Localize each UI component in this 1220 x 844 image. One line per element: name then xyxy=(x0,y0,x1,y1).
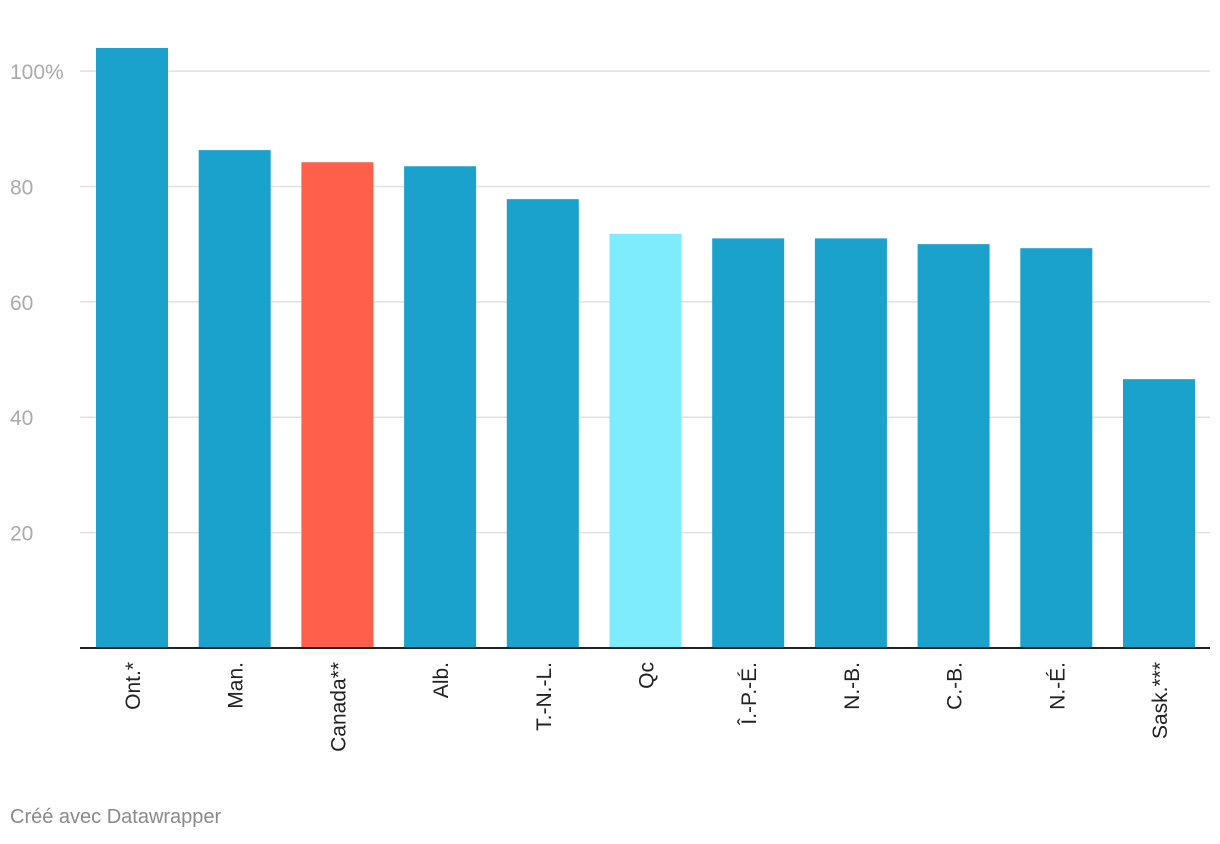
credit-text: Créé avec Datawrapper xyxy=(10,806,222,828)
bar-6 xyxy=(712,238,785,648)
x-category-label: C.-B. xyxy=(944,662,967,710)
bar-10 xyxy=(1123,379,1195,648)
x-category-label: Î.-P.-É. xyxy=(738,662,761,726)
bar-8 xyxy=(917,244,990,648)
bar-chart: 20 40 60 80 100% Ont.* Man. Canada** Alb. T.-N.-… xyxy=(10,48,1210,752)
bar-2 xyxy=(301,162,374,648)
y-tick-label: 100% xyxy=(10,61,64,84)
bar-5 xyxy=(609,233,682,648)
bar-1 xyxy=(198,150,271,648)
y-axis-tick-labels: 20 40 60 80 100% xyxy=(10,61,64,546)
x-category-label: Qc xyxy=(636,662,659,689)
bar-7 xyxy=(814,238,887,648)
bar-3 xyxy=(404,166,477,648)
y-tick-label: 60 xyxy=(10,292,33,315)
x-axis-category-labels: Ont.* Man. Canada** Alb. T.-N.-L. Qc Î.-P.-É. N… xyxy=(122,662,1172,752)
x-category-label: T.-N.-L. xyxy=(533,662,556,731)
x-category-label: Canada** xyxy=(327,662,350,752)
bar-4 xyxy=(506,199,579,648)
bars xyxy=(96,48,1195,648)
y-tick-label: 80 xyxy=(10,176,33,199)
bar-9 xyxy=(1020,248,1093,648)
x-category-label: N.-B. xyxy=(841,662,864,710)
y-tick-label: 20 xyxy=(10,523,33,546)
x-category-label: N.-É. xyxy=(1046,662,1069,710)
x-category-label: Sask.*** xyxy=(1149,662,1172,739)
bar-0 xyxy=(96,48,168,648)
x-category-label: Alb. xyxy=(430,662,453,698)
x-category-label: Ont.* xyxy=(122,662,145,710)
y-tick-label: 40 xyxy=(10,407,33,430)
x-category-label: Man. xyxy=(225,662,248,709)
